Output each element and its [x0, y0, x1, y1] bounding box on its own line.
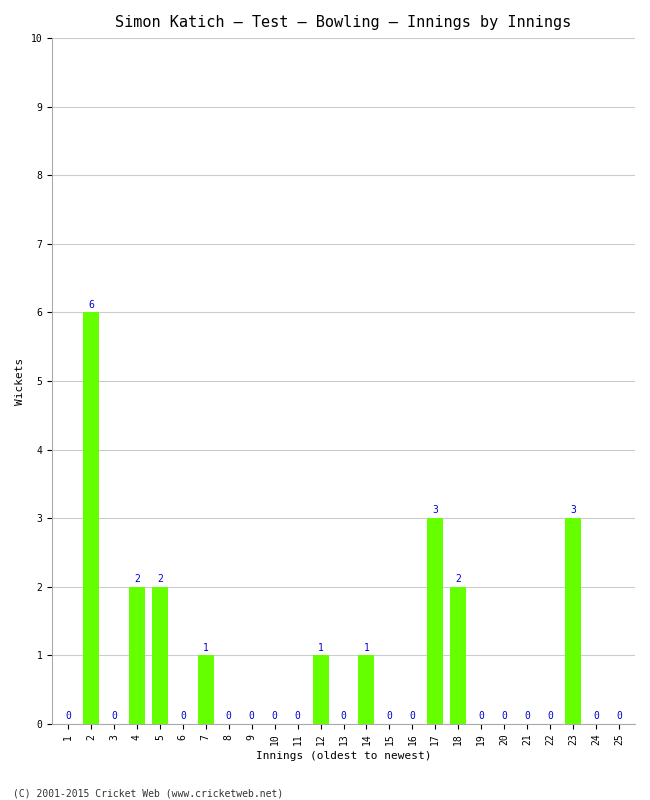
- Text: 0: 0: [524, 711, 530, 722]
- Text: 0: 0: [294, 711, 300, 722]
- Text: 1: 1: [318, 642, 324, 653]
- Text: 0: 0: [249, 711, 255, 722]
- Text: 0: 0: [341, 711, 346, 722]
- Text: 0: 0: [593, 711, 599, 722]
- Bar: [152, 587, 168, 724]
- Bar: [313, 655, 329, 724]
- Bar: [198, 655, 214, 724]
- Text: 0: 0: [65, 711, 71, 722]
- Y-axis label: Wickets: Wickets: [15, 358, 25, 405]
- Text: 0: 0: [478, 711, 484, 722]
- Bar: [565, 518, 581, 724]
- Text: 2: 2: [134, 574, 140, 584]
- Bar: [129, 587, 145, 724]
- Bar: [83, 313, 99, 724]
- X-axis label: Innings (oldest to newest): Innings (oldest to newest): [255, 751, 431, 761]
- Title: Simon Katich – Test – Bowling – Innings by Innings: Simon Katich – Test – Bowling – Innings …: [116, 15, 571, 30]
- Text: 0: 0: [226, 711, 231, 722]
- Bar: [427, 518, 443, 724]
- Text: 1: 1: [203, 642, 209, 653]
- Text: 6: 6: [88, 300, 94, 310]
- Text: 2: 2: [456, 574, 462, 584]
- Text: 0: 0: [111, 711, 117, 722]
- Text: 0: 0: [547, 711, 553, 722]
- Text: 1: 1: [363, 642, 369, 653]
- Text: 0: 0: [180, 711, 186, 722]
- Text: 0: 0: [501, 711, 507, 722]
- Text: 2: 2: [157, 574, 163, 584]
- Text: 3: 3: [570, 506, 576, 515]
- Text: 3: 3: [432, 506, 438, 515]
- Text: 0: 0: [616, 711, 622, 722]
- Text: 0: 0: [387, 711, 393, 722]
- Bar: [358, 655, 374, 724]
- Bar: [450, 587, 466, 724]
- Text: 0: 0: [272, 711, 278, 722]
- Text: (C) 2001-2015 Cricket Web (www.cricketweb.net): (C) 2001-2015 Cricket Web (www.cricketwe…: [13, 788, 283, 798]
- Text: 0: 0: [410, 711, 415, 722]
